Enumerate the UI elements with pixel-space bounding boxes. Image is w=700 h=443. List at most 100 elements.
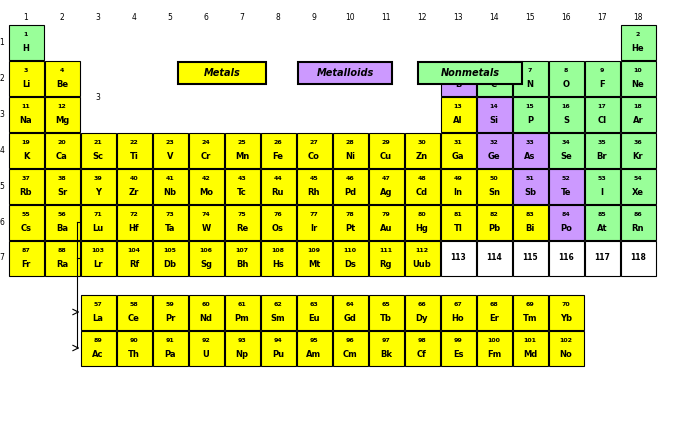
Text: 5: 5: [0, 182, 4, 190]
Text: 19: 19: [22, 140, 30, 145]
Text: 13: 13: [453, 12, 463, 22]
Text: Ga: Ga: [452, 152, 464, 161]
Bar: [45, 168, 80, 203]
Bar: [116, 205, 151, 240]
Text: 17: 17: [598, 104, 606, 109]
Bar: [512, 241, 547, 276]
Text: 53: 53: [598, 176, 606, 181]
Bar: [297, 241, 332, 276]
Text: Re: Re: [236, 224, 248, 233]
Text: N: N: [526, 80, 533, 89]
Text: 105: 105: [164, 248, 176, 253]
Bar: [620, 97, 655, 132]
Bar: [405, 168, 440, 203]
Text: La: La: [92, 314, 104, 323]
Text: 70: 70: [561, 302, 570, 307]
Text: 31: 31: [454, 140, 463, 145]
Bar: [45, 205, 80, 240]
Text: 109: 109: [307, 248, 321, 253]
Bar: [260, 205, 295, 240]
Bar: [153, 330, 188, 365]
Bar: [225, 132, 260, 167]
Text: K: K: [23, 152, 29, 161]
Text: 28: 28: [346, 140, 354, 145]
Text: 82: 82: [489, 212, 498, 218]
Bar: [8, 132, 43, 167]
Text: 6: 6: [204, 12, 209, 22]
Text: Pa: Pa: [164, 350, 176, 359]
Bar: [153, 168, 188, 203]
Bar: [620, 132, 655, 167]
Text: Kr: Kr: [633, 152, 643, 161]
Text: 100: 100: [488, 338, 500, 343]
Text: 12: 12: [417, 12, 427, 22]
Text: 102: 102: [559, 338, 573, 343]
Bar: [297, 295, 332, 330]
Text: Po: Po: [560, 224, 572, 233]
Text: 75: 75: [237, 212, 246, 218]
Bar: [368, 205, 403, 240]
Bar: [512, 295, 547, 330]
Bar: [225, 295, 260, 330]
Bar: [584, 168, 620, 203]
Bar: [368, 168, 403, 203]
Text: 18: 18: [634, 104, 643, 109]
Text: Ba: Ba: [56, 224, 68, 233]
Bar: [8, 168, 43, 203]
Text: 88: 88: [57, 248, 66, 253]
Bar: [260, 132, 295, 167]
Text: 76: 76: [274, 212, 282, 218]
Text: 7: 7: [0, 253, 4, 263]
Bar: [620, 205, 655, 240]
Text: 3: 3: [0, 109, 4, 118]
Bar: [477, 132, 512, 167]
Text: 56: 56: [57, 212, 66, 218]
Text: Mg: Mg: [55, 116, 69, 125]
Text: F: F: [599, 80, 605, 89]
Text: 8: 8: [564, 68, 568, 73]
Text: 84: 84: [561, 212, 570, 218]
Text: 71: 71: [94, 212, 102, 218]
Text: 2: 2: [0, 74, 4, 82]
Text: 1: 1: [24, 32, 28, 37]
Bar: [512, 205, 547, 240]
Bar: [297, 168, 332, 203]
Bar: [297, 330, 332, 365]
Text: H: H: [22, 44, 29, 53]
Text: 16: 16: [561, 12, 570, 22]
Bar: [584, 205, 620, 240]
Text: Mt: Mt: [308, 260, 320, 269]
Text: 60: 60: [202, 302, 210, 307]
Bar: [477, 330, 512, 365]
Text: I: I: [601, 188, 603, 197]
Text: Ru: Ru: [272, 188, 284, 197]
Bar: [297, 205, 332, 240]
Text: Zn: Zn: [416, 152, 428, 161]
Text: Ce: Ce: [128, 314, 140, 323]
Text: 38: 38: [57, 176, 66, 181]
Bar: [477, 97, 512, 132]
Bar: [153, 295, 188, 330]
Bar: [153, 132, 188, 167]
Text: 4: 4: [60, 68, 64, 73]
Text: 104: 104: [127, 248, 141, 253]
Bar: [80, 330, 116, 365]
Text: 7: 7: [528, 68, 532, 73]
Bar: [260, 241, 295, 276]
Text: 52: 52: [561, 176, 570, 181]
Bar: [116, 168, 151, 203]
Text: Metals: Metals: [204, 68, 240, 78]
Text: Tc: Tc: [237, 188, 247, 197]
Bar: [188, 168, 223, 203]
Bar: [440, 241, 475, 276]
Text: 6: 6: [492, 68, 496, 73]
Text: P: P: [527, 116, 533, 125]
Text: 116: 116: [558, 253, 574, 263]
Bar: [405, 241, 440, 276]
Text: 64: 64: [346, 302, 354, 307]
Text: S: S: [563, 116, 569, 125]
Text: Pt: Pt: [345, 224, 355, 233]
Text: 101: 101: [524, 338, 536, 343]
Text: Co: Co: [308, 152, 320, 161]
Text: 45: 45: [309, 176, 318, 181]
